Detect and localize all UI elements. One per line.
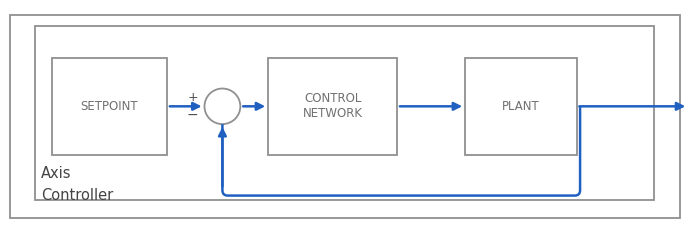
Text: Controller: Controller <box>41 188 113 203</box>
Text: PLANT: PLANT <box>502 100 540 113</box>
Bar <box>35 26 654 200</box>
Text: −: − <box>187 108 199 122</box>
Bar <box>465 58 577 154</box>
Bar <box>268 58 397 154</box>
Text: CONTROL
NETWORK: CONTROL NETWORK <box>302 92 363 120</box>
Text: Axis: Axis <box>41 166 71 181</box>
Text: +: + <box>188 91 199 104</box>
Text: SETPOINT: SETPOINT <box>80 100 139 113</box>
Bar <box>52 58 167 154</box>
Bar <box>10 15 680 218</box>
